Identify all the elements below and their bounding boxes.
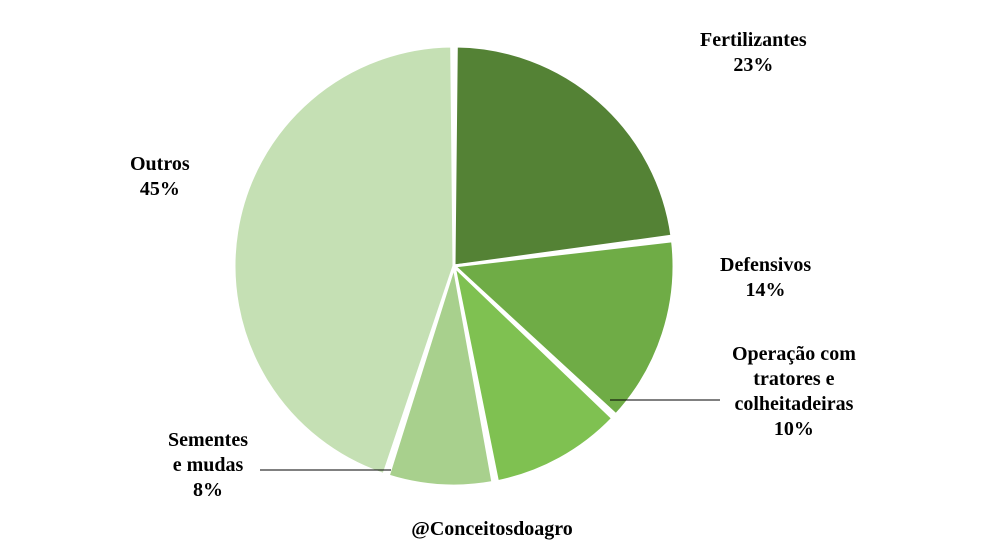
label-sementes-line1: Sementes <box>168 429 248 451</box>
label-sementes-line3: 8% <box>193 479 223 501</box>
chart-footer: @Conceitosdoagro <box>0 518 984 541</box>
label-operacao-line1: Operação com <box>732 343 856 365</box>
label-defensivos: Defensivos 14% <box>720 253 811 303</box>
label-operacao-line3: colheitadeiras <box>734 393 853 415</box>
label-fertilizantes-line2: 23% <box>733 54 773 76</box>
label-sementes-line2: e mudas <box>173 454 244 476</box>
pie-slice-fertilizantes <box>454 46 672 266</box>
label-outros-line2: 45% <box>140 178 180 200</box>
label-fertilizantes: Fertilizantes 23% <box>700 28 807 78</box>
footer-text: @Conceitosdoagro <box>411 518 573 540</box>
label-operacao-line4: 10% <box>774 418 814 440</box>
pie-chart-svg <box>0 0 984 554</box>
label-defensivos-line2: 14% <box>746 279 786 301</box>
label-operacao: Operação com tratores e colheitadeiras 1… <box>732 342 856 442</box>
label-fertilizantes-line1: Fertilizantes <box>700 29 807 51</box>
label-outros: Outros 45% <box>130 152 190 202</box>
label-outros-line1: Outros <box>130 153 190 175</box>
pie-chart-container: Fertilizantes 23% Defensivos 14% Operaçã… <box>0 0 984 554</box>
label-defensivos-line1: Defensivos <box>720 254 811 276</box>
label-sementes: Sementes e mudas 8% <box>168 428 248 503</box>
label-operacao-line2: tratores e <box>753 368 834 390</box>
